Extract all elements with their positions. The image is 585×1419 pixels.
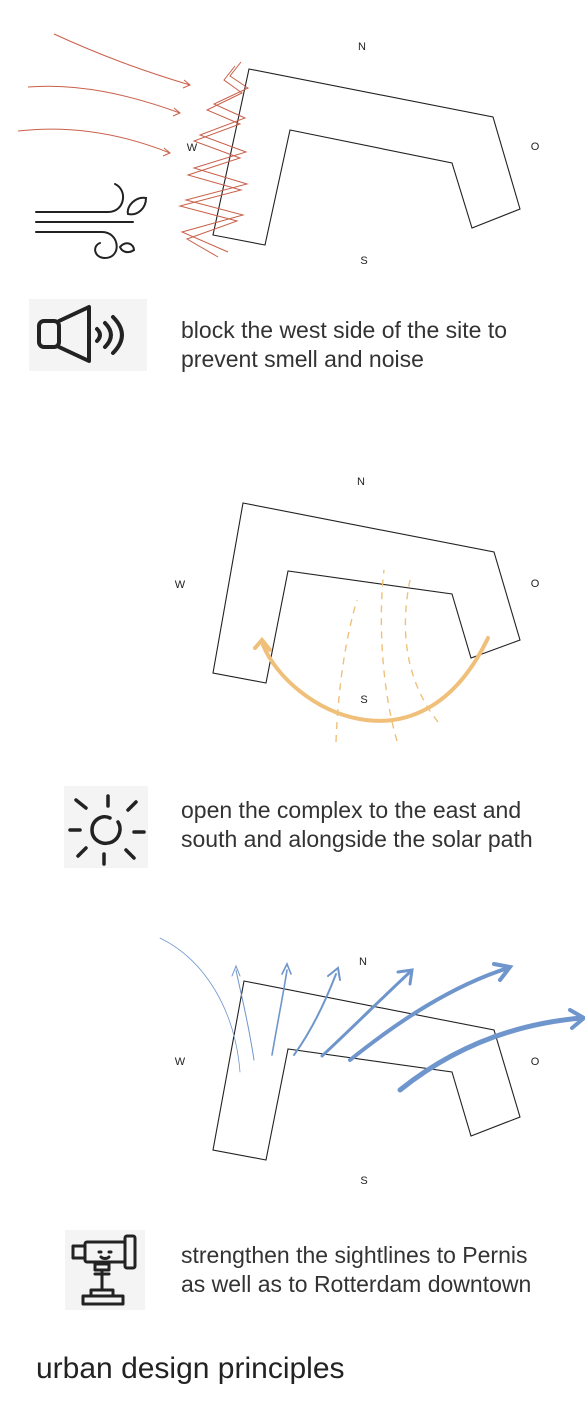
speaker-icon-box <box>29 299 147 371</box>
zigzag-barrier <box>178 61 250 258</box>
sun-icon-box <box>64 786 148 868</box>
solar-arc <box>253 636 490 723</box>
telescope-icon <box>71 1234 137 1306</box>
solar-rays <box>335 569 439 743</box>
caption-line: block the west side of the site to <box>181 317 508 343</box>
compass-west: W <box>175 579 186 591</box>
caption-sightlines: strengthen the sightlines to Pernis as w… <box>181 1241 531 1299</box>
building-outline <box>212 68 521 246</box>
wind-arrows <box>17 33 191 157</box>
caption-solar-path: open the complex to the east and south a… <box>181 796 533 854</box>
caption-west-block: block the west side of the site to preve… <box>181 316 507 374</box>
compass-east: O <box>531 141 540 153</box>
compass-south: S <box>360 694 367 706</box>
principle-sightlines: N S W O strengthen the sightlines to Per… <box>0 900 585 1320</box>
site-diagram-sightlines: N S W O <box>159 937 585 1187</box>
compass-north: N <box>357 476 365 488</box>
caption-line: as well as to Rotterdam downtown <box>181 1271 532 1297</box>
principle-west-block: N S W O block the west side of the site … <box>0 0 585 390</box>
caption-line: strengthen the sightlines to Pernis <box>181 1242 528 1268</box>
compass-west: W <box>175 1056 186 1068</box>
telescope-icon-box <box>65 1230 145 1310</box>
caption-line: prevent smell and noise <box>181 346 424 372</box>
compass-north: N <box>359 956 367 968</box>
page-title: urban design principles <box>36 1352 345 1385</box>
building-outline <box>212 980 521 1161</box>
compass-east: O <box>531 1056 540 1068</box>
speaker-icon <box>37 305 124 363</box>
compass-west: W <box>187 142 198 154</box>
caption-line: open the complex to the east and <box>181 797 522 823</box>
compass-south: S <box>360 255 367 267</box>
principle-solar-path: N S W O open the complex to the east and… <box>0 460 585 880</box>
building-outline <box>212 502 521 684</box>
site-diagram-wind: N S W O <box>17 33 540 267</box>
sightline-arrows <box>159 937 585 1093</box>
sun-icon <box>68 794 146 866</box>
compass-east: O <box>531 578 540 590</box>
compass-south: S <box>360 1175 367 1187</box>
site-diagram-solar: N S W O <box>175 476 540 743</box>
caption-line: south and alongside the solar path <box>181 826 533 852</box>
compass-north: N <box>358 41 366 53</box>
wind-icon <box>35 183 148 260</box>
